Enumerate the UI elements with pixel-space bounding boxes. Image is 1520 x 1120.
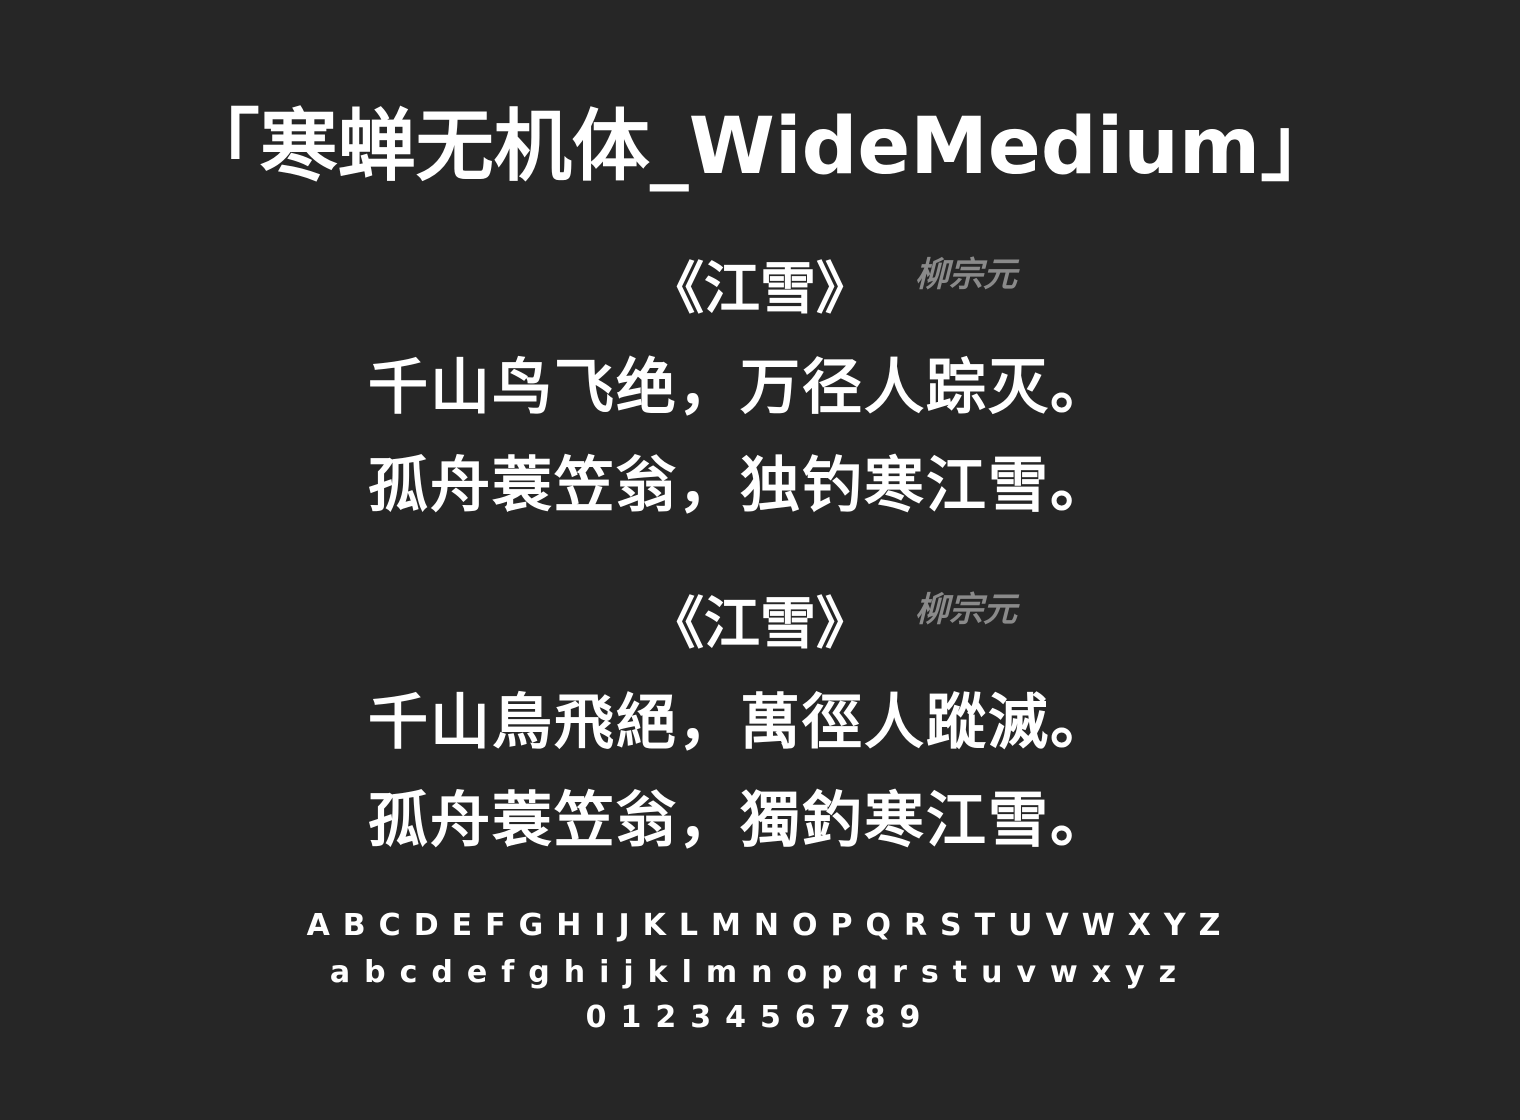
poem-author-traditional: 柳宗元: [915, 590, 1017, 630]
font-name-title: 「寒蝉无机体_WideMedium」: [181, 102, 1339, 192]
lowercase-alphabet-sample: abcdefghijklmnopqrstuvwxyz: [329, 955, 1191, 990]
poem-line-traditional-1: 千山鳥飛絕，萬徑人蹤滅。: [368, 688, 1112, 758]
poem-title-simplified: 《江雪》: [648, 257, 872, 322]
uppercase-alphabet-sample: ABCDEFGHIJKLMNOPQRSTUVWXYZ: [306, 908, 1234, 943]
poem-line-traditional-2: 孤舟蓑笠翁，獨釣寒江雪。: [368, 786, 1112, 856]
poem-author-simplified: 柳宗元: [915, 255, 1017, 295]
poem-line-simplified-2: 孤舟蓑笠翁，独钓寒江雪。: [368, 451, 1112, 521]
poem-line-simplified-1: 千山鸟飞绝，万径人踪灭。: [368, 353, 1112, 423]
poem-title-traditional: 《江雪》: [648, 592, 872, 657]
digits-sample: 0123456789: [585, 1000, 935, 1035]
